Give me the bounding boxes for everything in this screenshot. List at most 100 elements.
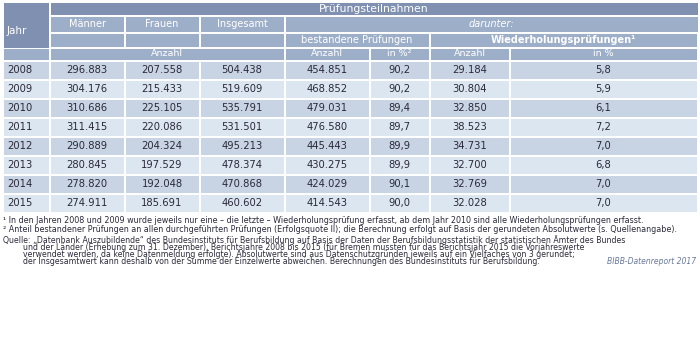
Bar <box>285 175 369 193</box>
Bar <box>125 118 199 136</box>
Text: 274.911: 274.911 <box>66 198 108 208</box>
Bar <box>510 80 697 98</box>
Text: 311.415: 311.415 <box>66 122 108 132</box>
Text: Anzahl: Anzahl <box>151 50 183 58</box>
Text: 215.433: 215.433 <box>141 84 183 94</box>
Text: 7,2: 7,2 <box>596 122 611 132</box>
Bar <box>125 137 199 155</box>
Text: bestandene Prüfungen: bestandene Prüfungen <box>301 35 413 45</box>
Bar <box>3 194 49 212</box>
Bar <box>430 175 509 193</box>
Bar <box>50 194 124 212</box>
Text: 89,9: 89,9 <box>389 160 411 170</box>
Bar <box>285 118 369 136</box>
Text: 90,0: 90,0 <box>389 198 410 208</box>
Bar <box>430 80 509 98</box>
Bar <box>510 99 697 117</box>
Text: 197.529: 197.529 <box>141 160 183 170</box>
Bar <box>50 33 124 47</box>
Bar <box>200 118 284 136</box>
Bar <box>200 99 284 117</box>
Bar <box>285 80 369 98</box>
Text: und der Länder (Erhebung zum 31. Dezember), Berichtsjahre 2008 bis 2015 (für Bre: und der Länder (Erhebung zum 31. Dezembe… <box>3 242 584 251</box>
Bar <box>285 33 429 47</box>
Bar <box>125 99 199 117</box>
Text: 90,2: 90,2 <box>389 65 411 75</box>
Text: 207.558: 207.558 <box>141 65 183 75</box>
Text: 32.028: 32.028 <box>452 198 487 208</box>
Bar <box>125 61 199 79</box>
Bar <box>370 137 429 155</box>
Text: 424.029: 424.029 <box>307 179 348 189</box>
Bar <box>430 118 509 136</box>
Text: Jahr: Jahr <box>7 26 27 36</box>
Text: 535.791: 535.791 <box>221 103 262 113</box>
Text: in %²: in %² <box>387 50 412 58</box>
Bar <box>125 80 199 98</box>
Bar <box>510 137 697 155</box>
Bar <box>510 156 697 174</box>
Text: 6,1: 6,1 <box>596 103 611 113</box>
Bar <box>3 118 49 136</box>
Text: 7,0: 7,0 <box>596 141 611 151</box>
Text: 185.691: 185.691 <box>141 198 183 208</box>
Bar <box>125 16 199 32</box>
Text: 32.850: 32.850 <box>452 103 487 113</box>
Text: ² Anteil bestandener Prüfungen an allen durchgeführten Prüfungen (Erfolgsquote I: ² Anteil bestandener Prüfungen an allen … <box>3 224 677 234</box>
Text: 454.851: 454.851 <box>307 65 348 75</box>
Text: 504.438: 504.438 <box>222 65 262 75</box>
Bar <box>430 156 509 174</box>
Text: 2014: 2014 <box>7 179 32 189</box>
Bar <box>50 2 698 15</box>
Text: 296.883: 296.883 <box>66 65 108 75</box>
Text: in %: in % <box>593 50 614 58</box>
Text: 89,7: 89,7 <box>389 122 411 132</box>
Bar <box>50 99 124 117</box>
Bar <box>3 156 49 174</box>
Text: 278.820: 278.820 <box>66 179 108 189</box>
Text: 30.804: 30.804 <box>452 84 486 94</box>
Bar <box>370 175 429 193</box>
Bar <box>510 175 697 193</box>
Bar <box>285 137 369 155</box>
Bar <box>285 99 369 117</box>
Bar <box>370 156 429 174</box>
Text: 531.501: 531.501 <box>221 122 262 132</box>
Text: 38.523: 38.523 <box>452 122 487 132</box>
Text: Anzahl: Anzahl <box>311 50 343 58</box>
Text: 430.275: 430.275 <box>307 160 348 170</box>
Text: 5,9: 5,9 <box>596 84 611 94</box>
Text: 460.602: 460.602 <box>221 198 262 208</box>
Text: 7,0: 7,0 <box>596 198 611 208</box>
Text: 220.086: 220.086 <box>141 122 183 132</box>
Text: 2009: 2009 <box>7 84 32 94</box>
Bar <box>50 48 284 60</box>
Bar <box>50 16 124 32</box>
Bar <box>285 48 369 60</box>
Text: 90,2: 90,2 <box>389 84 411 94</box>
Text: Männer: Männer <box>69 19 106 29</box>
Text: Wiederholungsprüfungen¹: Wiederholungsprüfungen¹ <box>491 35 636 45</box>
Text: Quelle: „Datenbank Auszubildende“ des Bundesinstituts für Berufsbildung auf Basi: Quelle: „Datenbank Auszubildende“ des Bu… <box>3 235 625 245</box>
Text: Insgesamt: Insgesamt <box>216 19 267 29</box>
Bar <box>3 137 49 155</box>
Text: 90,1: 90,1 <box>389 179 411 189</box>
Text: der Insgesamtwert kann deshalb von der Summe der Einzelwerte abweichen. Berechnu: der Insgesamtwert kann deshalb von der S… <box>3 258 540 266</box>
Text: 2012: 2012 <box>7 141 32 151</box>
Bar <box>510 118 697 136</box>
Text: ¹ In den Jahren 2008 und 2009 wurde jeweils nur eine – die letzte – Wiederholung: ¹ In den Jahren 2008 und 2009 wurde jewe… <box>3 216 643 225</box>
Bar <box>370 61 429 79</box>
Text: 89,4: 89,4 <box>389 103 410 113</box>
Text: 192.048: 192.048 <box>141 179 183 189</box>
Text: 280.845: 280.845 <box>66 160 108 170</box>
Text: 5,8: 5,8 <box>596 65 611 75</box>
Text: 2008: 2008 <box>7 65 32 75</box>
Text: 225.105: 225.105 <box>141 103 183 113</box>
Text: darunter:: darunter: <box>469 19 514 29</box>
Text: 32.700: 32.700 <box>452 160 487 170</box>
Text: 468.852: 468.852 <box>307 84 348 94</box>
Bar <box>430 194 509 212</box>
Text: 478.374: 478.374 <box>221 160 262 170</box>
Bar <box>200 33 284 47</box>
Bar <box>510 61 697 79</box>
